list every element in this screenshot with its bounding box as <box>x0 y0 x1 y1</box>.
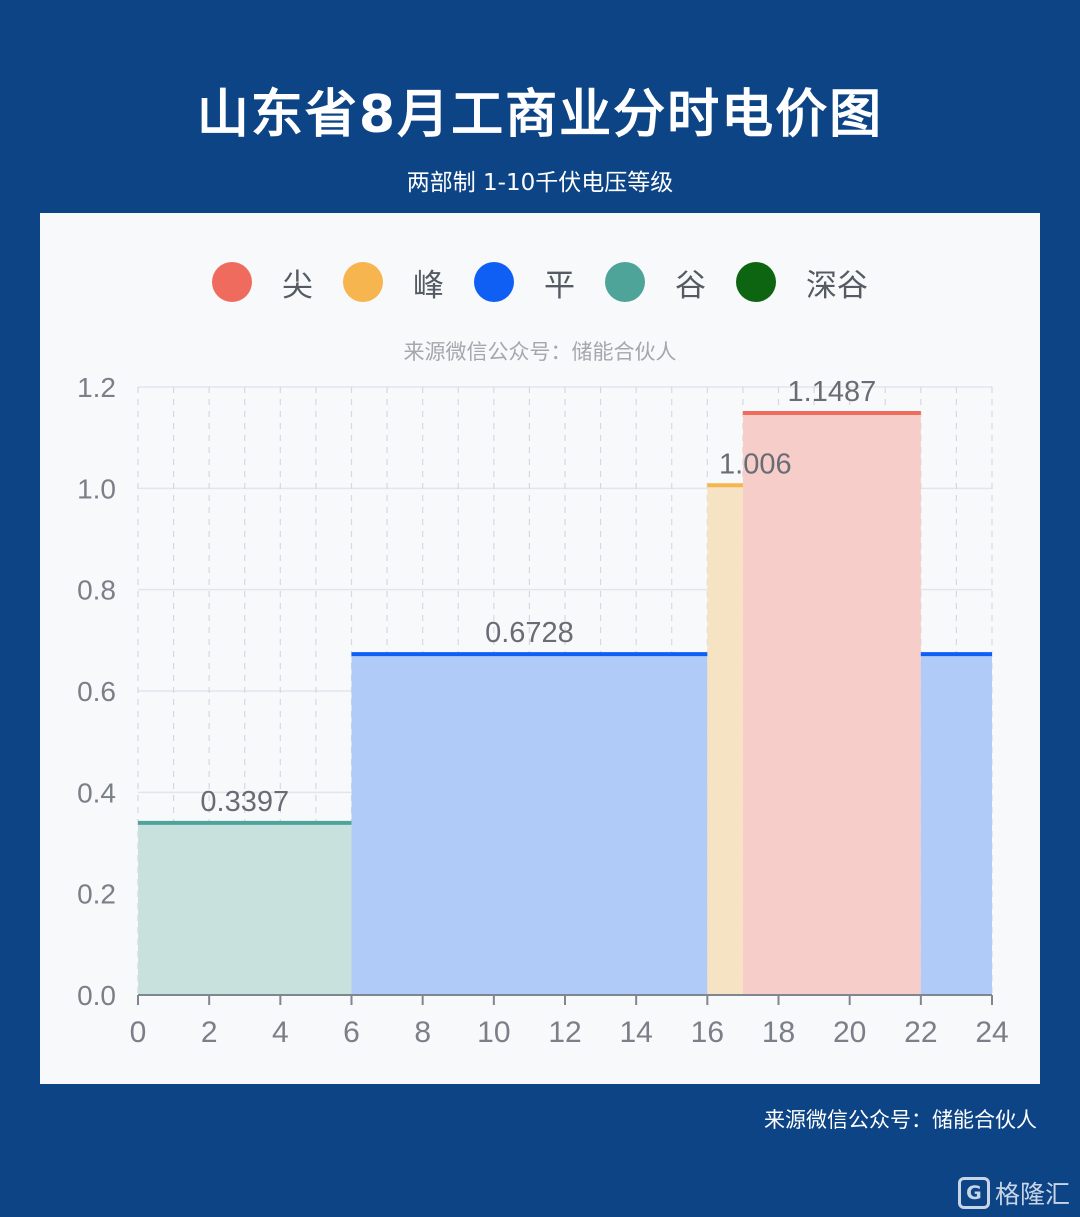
legend-label: 峰 <box>413 267 444 304</box>
x-tick-label: 2 <box>201 1016 218 1049</box>
legend-dot-icon <box>474 262 514 302</box>
legend-item-feng[interactable]: 峰 <box>343 260 444 305</box>
legend-item-shengu[interactable]: 深谷 <box>736 260 868 305</box>
area-segment <box>707 485 743 995</box>
legend-item-gu[interactable]: 谷 <box>605 260 706 305</box>
y-tick-label: 0.8 <box>77 575 116 606</box>
data-label: 0.6728 <box>485 617 574 649</box>
area-segment <box>920 654 992 995</box>
data-label: 1.1487 <box>788 376 877 408</box>
legend-dot-icon <box>212 262 252 302</box>
watermark-logo-icon: G <box>957 1177 990 1209</box>
footer-source: 来源微信公众号：储能合伙人 <box>764 1108 1037 1132</box>
x-tick-label: 10 <box>477 1016 510 1049</box>
chart-source-note: 来源微信公众号：储能合伙人 <box>403 340 677 364</box>
x-tick-label: 24 <box>975 1016 1008 1049</box>
x-tick-label: 20 <box>833 1016 866 1049</box>
y-tick-label: 0.6 <box>77 676 116 707</box>
legend-label: 谷 <box>675 267 706 304</box>
x-tick-label: 16 <box>691 1016 724 1049</box>
legend-item-ping[interactable]: 平 <box>474 260 575 305</box>
watermark-text: 格隆汇 <box>994 1180 1070 1209</box>
legend-item-jian[interactable]: 尖 <box>212 260 313 305</box>
legend-label: 尖 <box>282 267 313 304</box>
y-tick-label: 1.0 <box>77 473 116 504</box>
x-tick-label: 12 <box>548 1016 581 1049</box>
y-tick-label: 0.2 <box>77 879 116 910</box>
watermark: G 格隆汇 <box>957 1175 1070 1211</box>
y-tick-label: 0.4 <box>77 777 116 808</box>
y-tick-label: 0.0 <box>77 980 116 1011</box>
data-label: 1.006 <box>719 448 792 480</box>
page-title: 山东省8月工商业分时电价图 <box>196 85 884 145</box>
legend-label: 深谷 <box>806 267 868 304</box>
x-tick-label: 6 <box>343 1016 360 1049</box>
legend-dot-icon <box>343 262 383 302</box>
x-tick-label: 14 <box>619 1016 652 1049</box>
x-tick-label: 0 <box>130 1016 147 1049</box>
legend-dot-icon <box>736 262 776 302</box>
area-segment <box>138 822 352 995</box>
x-tick-label: 18 <box>762 1016 795 1049</box>
x-tick-label: 8 <box>414 1016 431 1049</box>
y-tick-label: 1.2 <box>77 372 116 403</box>
area-segment <box>351 654 708 995</box>
legend-dot-icon <box>605 262 645 302</box>
x-tick-label: 4 <box>272 1016 289 1049</box>
area-segment <box>742 412 921 995</box>
page-subtitle: 两部制 1-10千伏电压等级 <box>406 170 674 196</box>
chart-legend: 尖 峰 平 谷 深谷 <box>0 258 1080 306</box>
data-label: 0.3397 <box>200 786 289 818</box>
legend-label: 平 <box>544 267 575 304</box>
x-tick-label: 22 <box>904 1016 937 1049</box>
